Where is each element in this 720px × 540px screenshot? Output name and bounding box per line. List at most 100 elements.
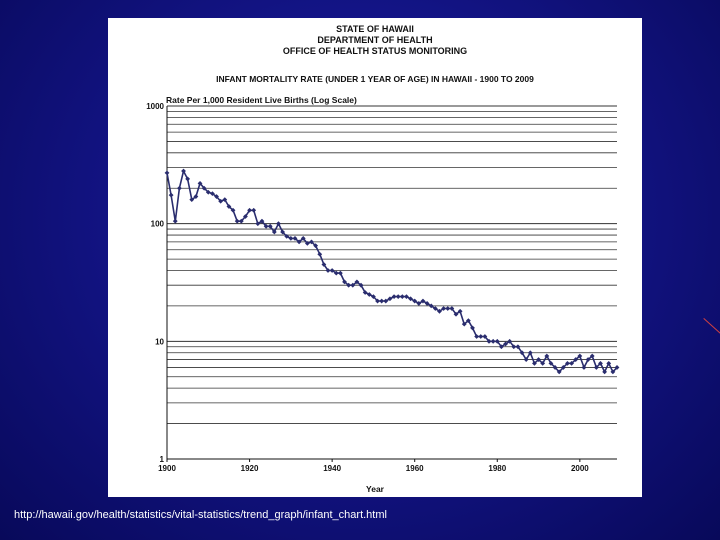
data-point bbox=[560, 365, 566, 370]
data-point bbox=[337, 270, 343, 276]
data-point bbox=[589, 353, 595, 359]
data-point bbox=[234, 218, 240, 224]
data-point bbox=[503, 341, 508, 347]
data-point bbox=[300, 235, 306, 241]
data-point bbox=[181, 168, 186, 174]
y-tick-label: 10 bbox=[155, 337, 164, 346]
data-point bbox=[610, 369, 616, 375]
y-axis-title: Rate Per 1,000 Resident Live Births (Log… bbox=[166, 95, 357, 105]
data-point bbox=[581, 365, 587, 370]
data-point bbox=[511, 344, 517, 350]
data-point bbox=[247, 207, 252, 213]
data-point bbox=[176, 185, 182, 191]
data-point bbox=[585, 357, 591, 362]
data-point bbox=[317, 251, 323, 257]
data-point bbox=[354, 279, 360, 285]
data-point bbox=[416, 301, 422, 306]
data-point bbox=[238, 218, 244, 224]
data-point bbox=[424, 301, 430, 306]
x-tick-label: 1960 bbox=[406, 464, 424, 473]
data-point bbox=[507, 338, 513, 344]
data-point bbox=[565, 360, 570, 366]
data-point bbox=[172, 218, 178, 224]
data-point bbox=[614, 365, 620, 370]
data-point bbox=[383, 298, 389, 304]
data-point bbox=[544, 353, 550, 359]
data-point bbox=[441, 306, 447, 311]
data-point bbox=[494, 338, 500, 344]
data-point bbox=[461, 321, 467, 327]
data-point bbox=[296, 239, 302, 245]
data-point bbox=[226, 204, 232, 209]
data-point bbox=[313, 243, 319, 249]
x-tick-label: 1900 bbox=[158, 464, 176, 473]
data-point bbox=[210, 191, 215, 197]
data-point bbox=[168, 192, 174, 198]
data-point bbox=[189, 197, 195, 203]
chart-title: INFANT MORTALITY RATE (UNDER 1 YEAR OF A… bbox=[216, 74, 534, 84]
data-point bbox=[598, 360, 603, 366]
x-axis-title: Year bbox=[366, 484, 384, 494]
data-point bbox=[342, 279, 347, 285]
data-point bbox=[412, 298, 418, 304]
data-point bbox=[375, 298, 380, 304]
data-point bbox=[350, 282, 356, 288]
data-point bbox=[280, 229, 285, 235]
data-point bbox=[205, 189, 211, 195]
data-point bbox=[259, 218, 265, 224]
data-point bbox=[387, 296, 393, 302]
data-point bbox=[569, 360, 574, 366]
data-point bbox=[193, 194, 199, 199]
data-point bbox=[465, 318, 471, 324]
data-point bbox=[304, 240, 310, 246]
data-point bbox=[432, 306, 438, 311]
data-point bbox=[230, 207, 236, 213]
data-point bbox=[408, 296, 413, 302]
x-tick-label: 1940 bbox=[323, 464, 341, 473]
data-point bbox=[593, 365, 599, 370]
data-point bbox=[474, 334, 480, 339]
data-point bbox=[490, 338, 496, 344]
chart-panel: STATE OF HAWAII DEPARTMENT OF HEALTH OFF… bbox=[108, 18, 642, 497]
data-point bbox=[391, 294, 397, 299]
data-point bbox=[218, 198, 224, 204]
data-point bbox=[486, 338, 492, 344]
data-point bbox=[395, 294, 401, 299]
data-point bbox=[309, 239, 314, 245]
data-point bbox=[532, 360, 537, 366]
chart-header: STATE OF HAWAII DEPARTMENT OF HEALTH OFF… bbox=[108, 24, 642, 57]
data-point bbox=[371, 294, 376, 299]
decorative-slide-line bbox=[703, 318, 720, 335]
data-point bbox=[243, 214, 248, 219]
data-point bbox=[292, 235, 298, 241]
data-point bbox=[362, 290, 368, 295]
data-point bbox=[453, 311, 459, 317]
data-point bbox=[379, 298, 385, 304]
data-point bbox=[428, 303, 434, 309]
data-point bbox=[288, 235, 294, 241]
header-line-1: STATE OF HAWAII bbox=[336, 24, 414, 34]
data-point bbox=[263, 223, 269, 229]
data-point bbox=[325, 268, 331, 273]
data-point bbox=[573, 357, 579, 362]
data-point bbox=[164, 170, 170, 176]
header-line-2: DEPARTMENT OF HEALTH bbox=[317, 35, 433, 45]
data-point bbox=[358, 282, 364, 288]
data-point bbox=[346, 282, 352, 288]
data-point bbox=[457, 308, 463, 314]
header-line-3: OFFICE OF HEALTH STATUS MONITORING bbox=[282, 46, 468, 56]
x-tick-label: 1920 bbox=[241, 464, 259, 473]
data-point bbox=[482, 334, 488, 339]
data-point bbox=[222, 197, 228, 203]
data-point bbox=[519, 350, 525, 356]
data-point bbox=[276, 221, 281, 227]
data-point bbox=[197, 180, 203, 186]
chart-plot: 1 10 100 1000 1900 1920 1940 1960 1980 2000 bbox=[146, 102, 620, 473]
data-point bbox=[255, 221, 261, 227]
data-point bbox=[552, 365, 558, 370]
x-tick-label: 2000 bbox=[571, 464, 589, 473]
y-tick-label: 100 bbox=[151, 220, 165, 229]
data-point bbox=[366, 292, 372, 297]
data-point bbox=[577, 353, 583, 359]
data-point bbox=[449, 306, 455, 311]
